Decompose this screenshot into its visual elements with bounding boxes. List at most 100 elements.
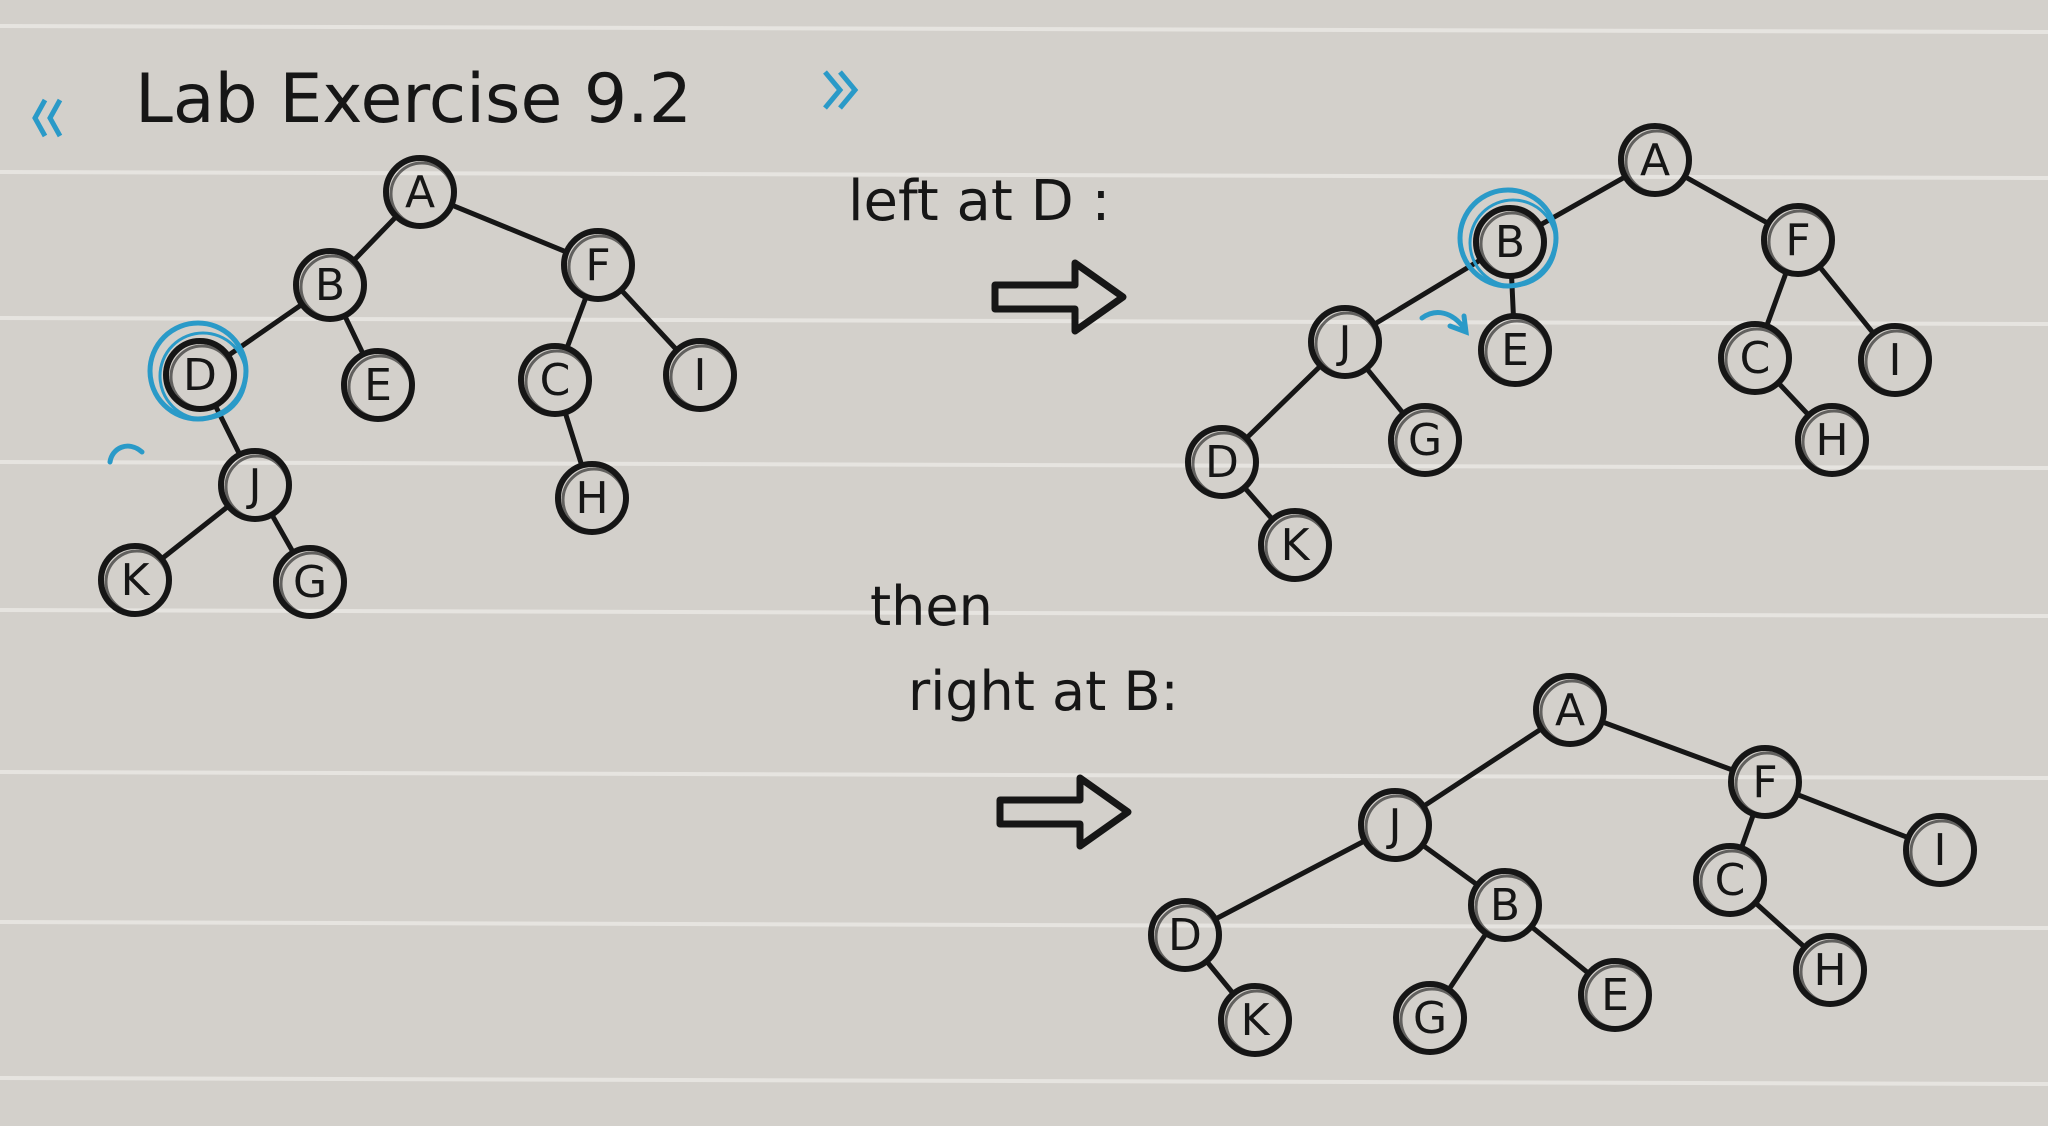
edge-a-f bbox=[1599, 719, 1736, 773]
node-i: I bbox=[1903, 813, 1977, 887]
rule-line bbox=[0, 24, 2048, 34]
node-label: J bbox=[1386, 800, 1402, 851]
edge-c-h bbox=[1752, 900, 1808, 950]
node-label: E bbox=[1501, 325, 1529, 376]
node-label: B bbox=[315, 260, 345, 311]
node-j: J bbox=[218, 448, 292, 522]
node-label: K bbox=[121, 555, 151, 606]
node-label: J bbox=[1336, 317, 1352, 368]
node-c: C bbox=[518, 343, 592, 417]
edge-f-i bbox=[1816, 263, 1877, 337]
arrows bbox=[991, 259, 1132, 850]
edge-a-f bbox=[1682, 174, 1771, 226]
node-label: K bbox=[1281, 520, 1311, 571]
node-e: E bbox=[1478, 313, 1552, 387]
double-arrow-icon bbox=[991, 259, 1127, 335]
rule-line bbox=[0, 316, 2048, 326]
node-label: C bbox=[1740, 333, 1771, 384]
node-label: D bbox=[1168, 910, 1202, 961]
move-arrow-icon bbox=[1419, 310, 1469, 336]
node-h: H bbox=[1793, 933, 1867, 1007]
edge-c-h bbox=[1775, 380, 1812, 418]
node-e: E bbox=[1578, 958, 1652, 1032]
edge-f-c bbox=[1764, 269, 1789, 329]
node-a: A bbox=[1618, 123, 1692, 197]
node-a: A bbox=[1533, 673, 1607, 747]
node-label: G bbox=[1408, 415, 1442, 466]
node-b: B bbox=[1457, 187, 1559, 289]
node-c: C bbox=[1693, 843, 1767, 917]
double-arrow-icon bbox=[996, 774, 1132, 850]
edge-d-k bbox=[1241, 485, 1276, 522]
node-label: F bbox=[585, 240, 610, 291]
node-label: I bbox=[1934, 825, 1947, 876]
edge-f-c bbox=[564, 294, 589, 351]
title-open-bracket-icon bbox=[32, 98, 63, 138]
edge-c-h bbox=[562, 409, 585, 469]
rule-line bbox=[0, 920, 2048, 930]
node-label: A bbox=[1555, 685, 1585, 736]
edge-j-d bbox=[1212, 838, 1368, 922]
node-label: K bbox=[1241, 995, 1271, 1046]
edge-b-e bbox=[342, 313, 366, 357]
edge-a-b bbox=[351, 213, 399, 264]
edge-b-e bbox=[1528, 924, 1592, 976]
edge-j-k bbox=[159, 503, 231, 562]
node-label: F bbox=[1785, 215, 1810, 266]
node-f: F bbox=[1728, 745, 1802, 819]
edge-j-d bbox=[1243, 363, 1324, 441]
node-label: A bbox=[1640, 135, 1670, 186]
node-label: H bbox=[1813, 945, 1846, 996]
node-i: I bbox=[1858, 323, 1932, 397]
node-label: D bbox=[183, 350, 217, 401]
rule-line bbox=[0, 770, 2048, 780]
step-label-then: then bbox=[870, 575, 993, 638]
node-label: B bbox=[1495, 217, 1525, 268]
tree-after-left-rotation: A B F J E C I D G H K bbox=[1185, 123, 1932, 582]
tree-original: A B F D E C I J H K G bbox=[98, 155, 737, 619]
node-label: C bbox=[1715, 855, 1746, 906]
node-label: E bbox=[1601, 970, 1629, 1021]
edge-j-b bbox=[1419, 842, 1481, 888]
node-d: D bbox=[147, 320, 249, 422]
node-k: K bbox=[1258, 508, 1332, 582]
node-k: K bbox=[98, 543, 172, 617]
edge-j-g bbox=[269, 512, 296, 555]
node-g: G bbox=[273, 545, 347, 619]
node-label: C bbox=[540, 355, 571, 406]
node-e: E bbox=[341, 348, 415, 422]
highlight-ring-inner bbox=[1468, 198, 1558, 288]
node-j: J bbox=[1308, 305, 1382, 379]
edge-a-j bbox=[1420, 726, 1545, 809]
node-label: G bbox=[1413, 993, 1447, 1044]
node-h: H bbox=[1795, 403, 1869, 477]
step-label-right-at-b: right at B: bbox=[908, 660, 1179, 723]
node-label: B bbox=[1490, 880, 1520, 931]
node-k: K bbox=[1218, 983, 1292, 1057]
node-label: D bbox=[1205, 437, 1239, 488]
node-label: A bbox=[405, 167, 435, 218]
node-label: I bbox=[694, 350, 707, 401]
node-g: G bbox=[1388, 403, 1462, 477]
edge-d-k bbox=[1204, 958, 1236, 997]
edge-f-c bbox=[1738, 811, 1757, 851]
node-f: F bbox=[561, 228, 635, 302]
node-label: J bbox=[246, 460, 262, 511]
rule-line bbox=[0, 608, 2048, 618]
title-close-bracket-icon bbox=[823, 70, 859, 110]
edge-a-f bbox=[448, 202, 570, 255]
rotation-hook-icon bbox=[107, 443, 145, 465]
node-h: H bbox=[555, 461, 629, 535]
edge-b-j bbox=[1371, 257, 1484, 327]
edge-f-i bbox=[1794, 791, 1911, 841]
node-label: E bbox=[364, 360, 392, 411]
node-c: C bbox=[1718, 321, 1792, 395]
node-label: H bbox=[575, 473, 608, 524]
edge-b-g bbox=[1446, 930, 1489, 993]
node-label: H bbox=[1815, 415, 1848, 466]
edge-j-g bbox=[1364, 365, 1406, 417]
node-a: A bbox=[383, 155, 457, 229]
node-b: B bbox=[1468, 868, 1542, 942]
node-label: I bbox=[1889, 335, 1902, 386]
